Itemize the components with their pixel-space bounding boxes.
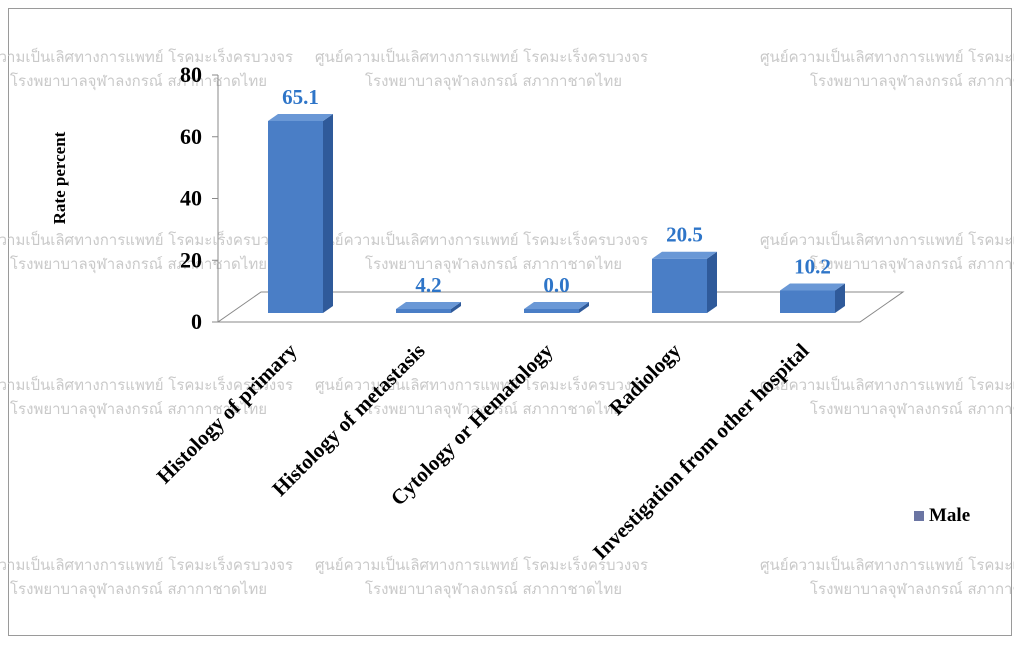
watermark-text: โรงพยาบาลจุฬาลงกรณ์ สภากาชาดไทย xyxy=(810,580,1014,599)
data-labels: 65.1 4.2 0.0 20.5 10.2 xyxy=(282,85,831,297)
watermark-text: ศูนย์ความเป็นเลิศทางการแพทย์ โรคมะเร็งคร… xyxy=(760,555,1014,574)
bar-side xyxy=(323,114,333,313)
bar-top xyxy=(268,114,333,122)
watermark-text: ศูนย์ความเป็นเลิศทางการแพทย์ โรคมะเร็งคร… xyxy=(760,47,1014,66)
y-tick-label: 0 xyxy=(191,309,202,334)
watermark-text: ศูนย์ความเป็นเลิศทางการแพทย์ โรคมะเร็งคร… xyxy=(0,230,293,249)
watermark-text: โรงพยาบาลจุฬาลงกรณ์ สภากาชาดไทย xyxy=(810,400,1014,419)
bar-front xyxy=(524,309,579,313)
watermark-text: ศูนย์ความเป็นเลิศทางการแพทย์ โรคมะเร็งคร… xyxy=(315,375,648,394)
watermark-text: ศูนย์ความเป็นเลิศทางการแพทย์ โรคมะเร็งคร… xyxy=(760,230,1014,249)
watermark-text: ศูนย์ความเป็นเลิศทางการแพทย์ โรคมะเร็งคร… xyxy=(315,555,648,574)
bar-front xyxy=(396,309,451,313)
data-label: 65.1 xyxy=(282,85,319,109)
bar-side xyxy=(707,251,717,313)
bar-top xyxy=(524,302,589,309)
bar-front xyxy=(780,290,835,313)
watermark-text: โรงพยาบาลจุฬาลงกรณ์ สภากาชาดไทย xyxy=(10,72,267,91)
y-tick-label: 60 xyxy=(180,124,202,149)
bar xyxy=(268,114,333,313)
watermark-text: โรงพยาบาลจุฬาลงกรณ์ สภากาชาดไทย xyxy=(365,72,622,91)
bar xyxy=(652,251,717,313)
watermark-text: ศูนย์ความเป็นเลิศทางการแพทย์ โรคมะเร็งคร… xyxy=(0,375,293,394)
bar xyxy=(524,302,589,313)
y-tick-label: 20 xyxy=(180,247,202,272)
bar-top xyxy=(652,251,717,259)
watermark-text: โรงพยาบาลจุฬาลงกรณ์ สภากาชาดไทย xyxy=(365,400,622,419)
watermark-text: ศูนย์ความเป็นเลิศทางการแพทย์ โรคมะเร็งคร… xyxy=(0,555,293,574)
y-ticks: 0 20 40 60 80 xyxy=(180,62,218,334)
bar-top xyxy=(396,302,461,309)
bar xyxy=(780,283,845,313)
bars xyxy=(268,114,845,313)
watermark-text: โรงพยาบาลจุฬาลงกรณ์ สภากาชาดไทย xyxy=(10,255,267,274)
data-label: 0.0 xyxy=(543,273,569,297)
y-tick-label: 40 xyxy=(180,186,202,211)
watermark-text: โรงพยาบาลจุฬาลงกรณ์ สภากาชาดไทย xyxy=(365,255,622,274)
watermark: ศูนย์ความเป็นเลิศทางการแพทย์ โรคมะเร็งคร… xyxy=(0,47,1014,599)
legend: Male xyxy=(914,505,970,526)
data-label: 10.2 xyxy=(794,255,831,279)
watermark-text: ศูนย์ความเป็นเลิศทางการแพทย์ โรคมะเร็งคร… xyxy=(315,230,648,249)
legend-label-male: Male xyxy=(929,505,970,526)
watermark-text: ศูนย์ความเป็นเลิศทางการแพทย์ โรคมะเร็งคร… xyxy=(0,47,293,66)
y-axis-label: Rate percent xyxy=(50,131,69,224)
bar-side xyxy=(835,283,845,313)
data-label: 4.2 xyxy=(415,273,441,297)
bar-top xyxy=(780,283,845,291)
bar-front xyxy=(268,121,323,313)
chart-floor xyxy=(216,291,905,323)
bar-front xyxy=(652,258,707,313)
legend-swatch xyxy=(914,511,924,521)
bar-side xyxy=(579,302,589,313)
watermark-text: ศูนย์ความเป็นเลิศทางการแพทย์ โรคมะเร็งคร… xyxy=(760,375,1014,394)
y-tick-label: 80 xyxy=(180,62,202,87)
x-tick-label: Investigation from other hospital xyxy=(588,338,814,564)
data-label: 20.5 xyxy=(666,223,703,247)
bar xyxy=(396,302,461,313)
watermark-text: ศูนย์ความเป็นเลิศทางการแพทย์ โรคมะเร็งคร… xyxy=(315,47,648,66)
watermark-text: โรงพยาบาลจุฬาลงกรณ์ สภากาชาดไทย xyxy=(10,580,267,599)
watermark-text: โรงพยาบาลจุฬาลงกรณ์ สภากาชาดไทย xyxy=(365,580,622,599)
bar-side xyxy=(451,302,461,313)
watermark-text: โรงพยาบาลจุฬาลงกรณ์ สภากาชาดไทย xyxy=(10,400,267,419)
watermark-text: โรงพยาบาลจุฬาลงกรณ์ สภากาชาดไทย xyxy=(810,255,1014,274)
watermark-text: โรงพยาบาลจุฬาลงกรณ์ สภากาชาดไทย xyxy=(810,72,1014,91)
